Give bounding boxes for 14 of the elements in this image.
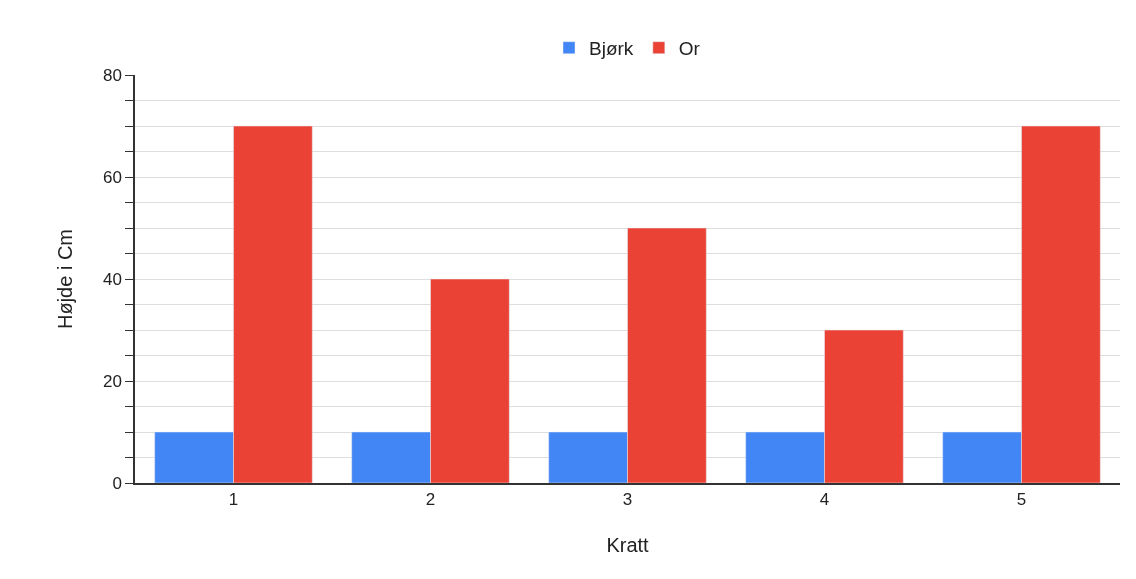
y-tick-label: 60 <box>102 167 122 187</box>
x-tick-label: 2 <box>425 490 436 510</box>
x-tick-label: 5 <box>1016 490 1027 510</box>
x-tick-label: 4 <box>819 490 830 510</box>
x-tick-label: 3 <box>622 490 633 510</box>
y-tick-label: 40 <box>102 269 122 289</box>
x-axis-title: Kratt <box>606 534 650 557</box>
y-tick-label: 80 <box>102 65 122 85</box>
y-tick-label: 20 <box>102 371 122 391</box>
legend-label: Bjørk <box>589 38 634 60</box>
y-axis-title: Højde i Cm <box>53 228 76 330</box>
y-tick-label: 0 <box>112 473 122 493</box>
x-tick-label: 1 <box>228 490 239 510</box>
legend-label: Or <box>678 38 701 60</box>
